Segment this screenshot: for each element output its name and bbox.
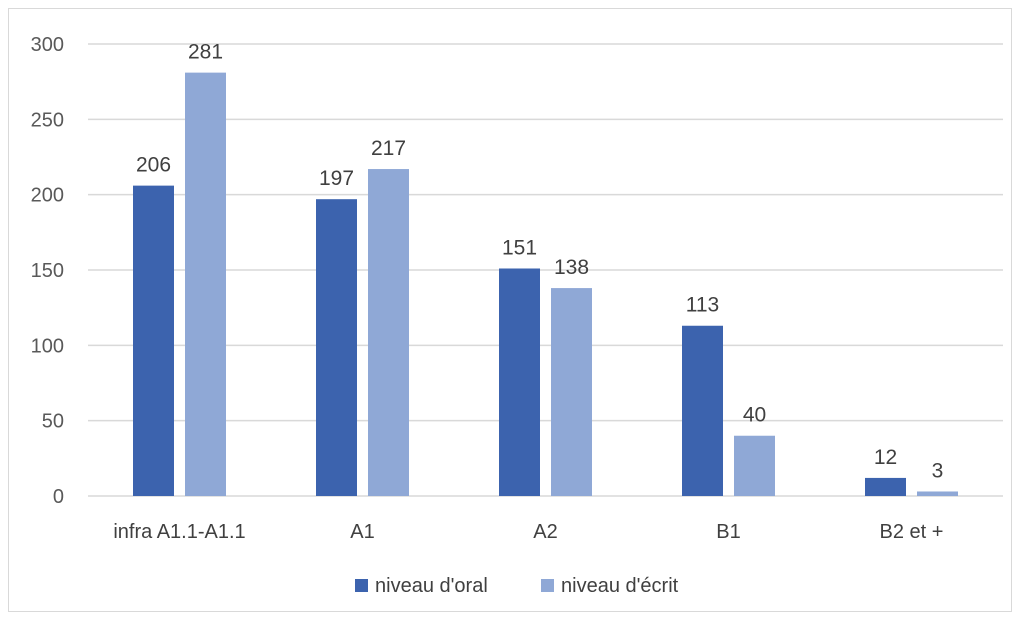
x-tick-label: B2 et +: [880, 521, 944, 543]
y-tick-label: 250: [31, 109, 64, 131]
data-label: 113: [686, 294, 719, 317]
legend-label: niveau d'oral: [375, 575, 488, 597]
data-label: 12: [874, 446, 897, 469]
x-tick-label: A2: [533, 521, 557, 543]
y-tick-label: 200: [31, 185, 64, 207]
data-label: 40: [743, 404, 766, 427]
bars: [133, 72, 958, 497]
y-tick-label: 0: [53, 486, 64, 508]
legend-swatch: [355, 579, 368, 592]
data-label: 206: [136, 154, 171, 177]
bar-oral: [499, 268, 540, 496]
y-tick-label: 300: [31, 34, 64, 56]
x-tick-label: infra A1.1-A1.1: [113, 521, 245, 543]
x-axis-ticks: infra A1.1-A1.1 A1 A2 B1 B2 et +: [113, 521, 943, 543]
y-axis-ticks: 0 50 100 150 200 250 300: [31, 34, 64, 508]
bar-oral: [865, 477, 906, 496]
bar-oral: [682, 325, 723, 496]
x-tick-label: B1: [716, 521, 740, 543]
x-tick-label: A1: [350, 521, 374, 543]
bar-oral: [316, 199, 357, 497]
bar-ecrit: [917, 491, 958, 496]
legend-label: niveau d'écrit: [561, 575, 679, 597]
data-label: 197: [319, 167, 354, 190]
bar-ecrit: [368, 169, 409, 496]
data-label: 3: [932, 459, 944, 482]
bar-ecrit: [734, 435, 775, 496]
data-label: 281: [188, 41, 223, 64]
bar-ecrit: [185, 72, 226, 497]
bar-oral: [133, 185, 174, 497]
legend-swatch: [541, 579, 554, 592]
data-label: 151: [502, 236, 537, 259]
gridlines: [88, 43, 1003, 497]
legend: niveau d'oral niveau d'écrit: [355, 575, 679, 597]
data-label: 217: [371, 137, 406, 160]
data-label: 138: [554, 256, 589, 279]
data-labels: 206 281 197 217 151 138 113 40 12 3: [136, 41, 943, 483]
bar-ecrit: [551, 288, 592, 496]
y-tick-label: 100: [31, 335, 64, 357]
y-tick-label: 150: [31, 260, 64, 282]
y-tick-label: 50: [42, 411, 64, 433]
